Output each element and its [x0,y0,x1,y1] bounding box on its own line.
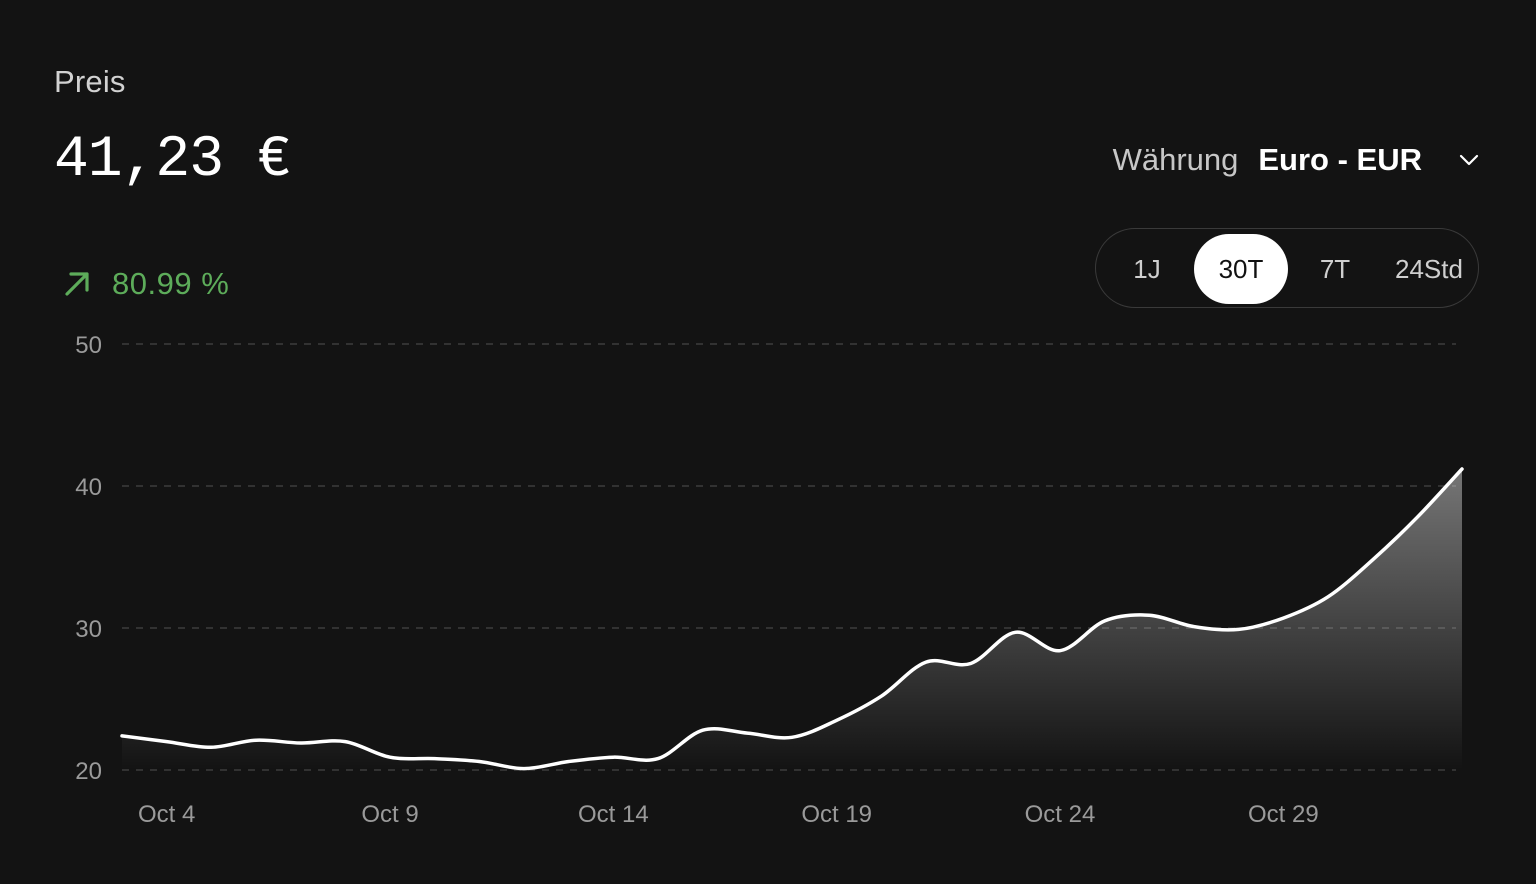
data-point [1013,630,1017,634]
price-line [120,467,1464,771]
range-option-24std[interactable]: 24Std [1395,253,1463,284]
data-point [165,740,169,744]
data-point [343,740,347,744]
time-range-selector: 1J 30T 7T 24Std [1095,228,1479,308]
data-point [1103,619,1107,623]
chevron-down-icon [1459,154,1479,166]
price-change-value: 80.99 % [112,266,230,301]
data-point [1371,558,1375,562]
data-point [790,735,794,739]
data-point [1147,613,1151,617]
data-point [924,660,928,664]
data-point [433,757,437,761]
x-tick-label: Oct 24 [1025,801,1096,828]
x-tick-label: Oct 4 [138,801,195,828]
data-point [656,757,660,761]
data-point [1460,467,1464,471]
data-point [1237,627,1241,631]
y-tick-label: 20 [75,758,102,785]
currency-value: Euro - EUR [1258,142,1422,177]
y-tick-label: 40 [75,474,102,501]
data-point [388,755,392,759]
x-tick-label: Oct 14 [578,801,649,828]
y-tick-label: 30 [75,616,102,643]
data-point [299,741,303,745]
data-point [1192,625,1196,629]
data-point [254,738,258,742]
data-point [879,694,883,698]
current-price: 41,23 € [54,128,292,193]
currency-label: Währung [1112,142,1239,177]
x-tick-label: Oct 29 [1248,801,1319,828]
range-option-7t[interactable]: 7T [1319,253,1351,284]
data-point [522,767,526,771]
price-change: 80.99 % [62,266,229,302]
currency-selector[interactable]: Währung Euro - EUR [1113,142,1480,178]
data-point [611,755,615,759]
data-point [701,728,705,732]
data-point [1281,616,1285,620]
data-point [1058,649,1062,653]
area-fill [122,469,1462,770]
data-point [1326,595,1330,599]
data-point [745,731,749,735]
data-point [120,734,124,738]
y-tick-label: 50 [75,332,102,359]
data-point [969,662,973,666]
x-tick-label: Oct 19 [801,801,872,828]
price-label: Preis [54,64,126,99]
arrow-up-right-icon [65,272,89,296]
data-point [477,760,481,764]
data-point [209,745,213,749]
data-point [1415,515,1419,519]
range-option-30t[interactable]: 30T [1194,234,1288,304]
range-option-1j[interactable]: 1J [1133,253,1161,284]
data-point [835,718,839,722]
data-point [567,760,571,764]
x-tick-label: Oct 9 [361,801,418,828]
